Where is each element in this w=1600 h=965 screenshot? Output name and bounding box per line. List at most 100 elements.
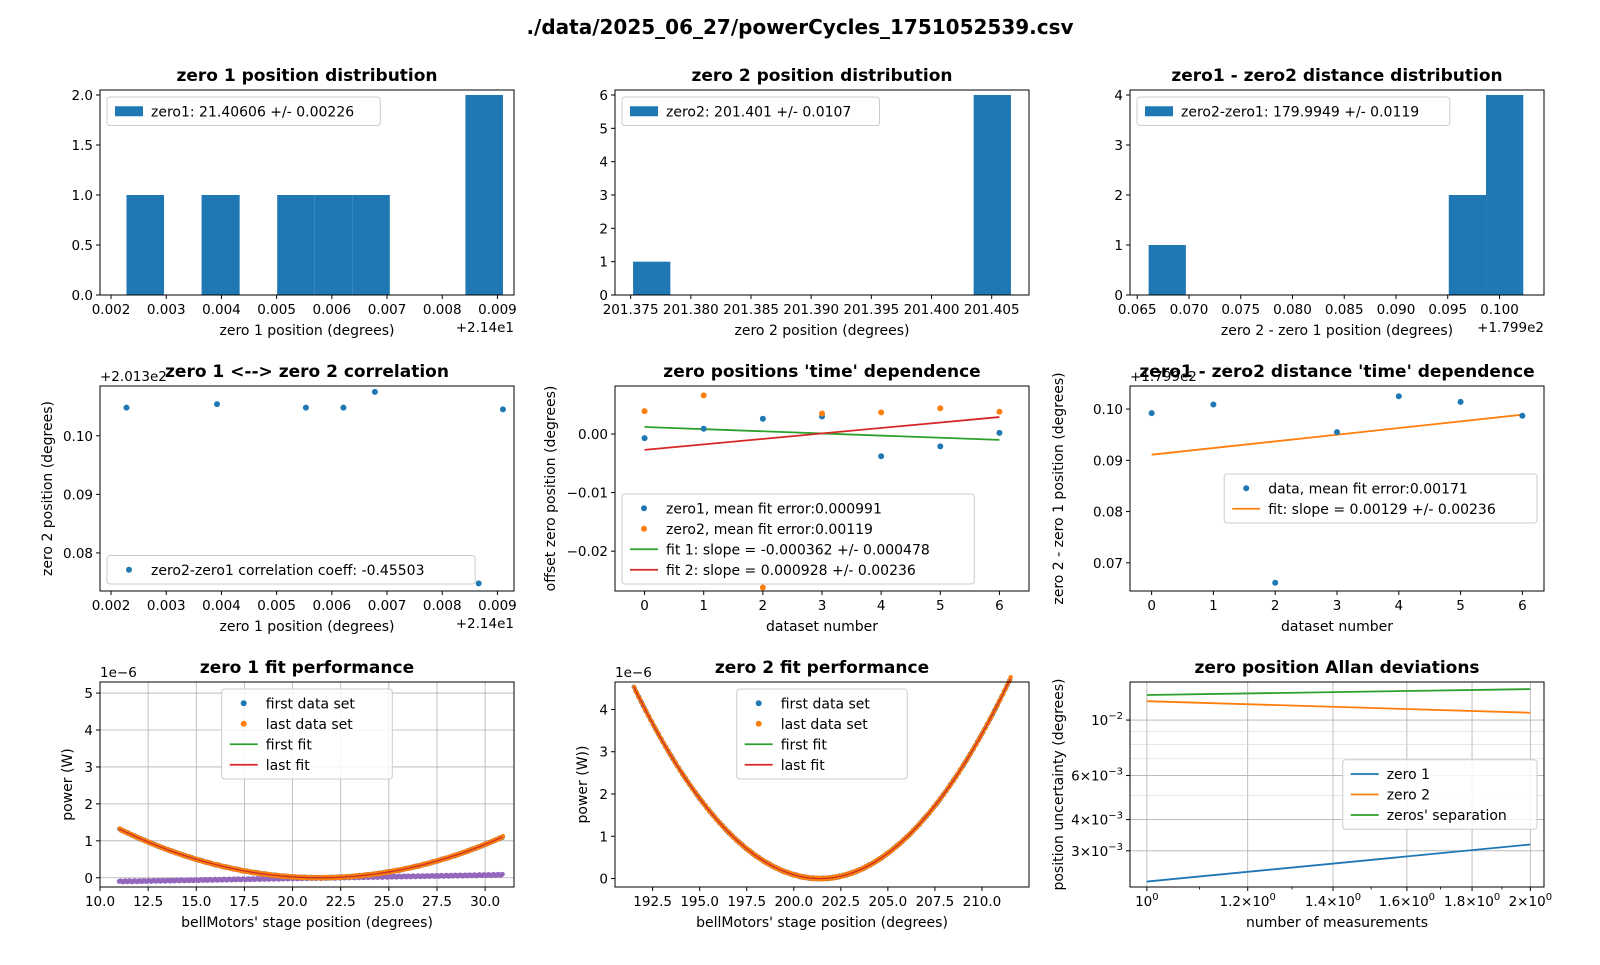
data-point <box>700 392 707 399</box>
y-tick-label: 0.09 <box>63 487 93 503</box>
axes-frame <box>99 385 515 592</box>
legend-box <box>736 688 908 780</box>
y-tick-label: −0.02 <box>567 544 608 560</box>
x-tick-label: 10.0 <box>85 894 115 910</box>
legend-label: first data set <box>266 696 356 712</box>
x-tick-label: 2 <box>1271 598 1280 614</box>
legend-marker <box>755 720 762 727</box>
data-point <box>1272 579 1279 586</box>
x-tick-label: 0 <box>640 598 649 614</box>
subplot-p2: 201.375 201.380 201.385 201.390 201.395 201.4… <box>599 66 1030 339</box>
hist-bar <box>465 95 503 295</box>
legend-box <box>1136 96 1451 126</box>
y-tick-label: −0.01 <box>567 486 608 502</box>
y-tick-label: 3 <box>1114 138 1123 154</box>
x-tick-label: 1 <box>1209 598 1218 614</box>
y-tick-label: 4 <box>599 155 608 171</box>
data-point <box>499 406 506 413</box>
x-axis-label: dataset number <box>1281 619 1393 635</box>
series-line <box>1146 843 1531 883</box>
data-point <box>996 429 1003 436</box>
legend-label: last data set <box>266 717 354 733</box>
y-tick-label: 4 <box>599 702 608 718</box>
y-axis-label: power (W)) <box>575 746 591 824</box>
y-tick-label: 0.08 <box>63 546 93 562</box>
x-tick-label: 15.0 <box>181 894 211 910</box>
data-point <box>1148 410 1155 417</box>
x-tick-label: 0.003 <box>147 302 186 318</box>
y-tick-label: 2 <box>599 787 608 803</box>
x-tick-label: 202.5 <box>821 894 860 910</box>
data-point <box>371 388 378 395</box>
data-point <box>878 453 885 460</box>
x-tick-label: 4 <box>877 598 886 614</box>
legend-marker <box>126 566 132 573</box>
y-offset-label: +1.799e2 <box>1130 369 1197 385</box>
legend-label: zero2-zero1 correlation coeff: -0.45503 <box>151 563 424 579</box>
x-tick-label: 0.009 <box>478 302 517 318</box>
y-tick-label: 0.08 <box>1093 505 1123 521</box>
y-axis-label: zero 2 position (degrees) <box>40 401 56 576</box>
data-point <box>878 409 885 416</box>
x-tick-label: 1.6×100 <box>1379 892 1435 910</box>
y-tick-label: 0.0 <box>72 288 93 304</box>
legend-label: zero2-zero1: 179.9949 +/- 0.0119 <box>1181 104 1419 120</box>
series-line <box>1146 700 1531 714</box>
x-tick-label: 4 <box>1394 598 1403 614</box>
legend-label: zero 1 <box>1387 767 1430 783</box>
x-tick-label: 2 <box>759 598 768 614</box>
legend-marker <box>240 720 247 727</box>
y-tick-label: 5 <box>84 686 93 702</box>
subplot-title: zero1 - zero2 distance 'time' dependence <box>1139 362 1534 382</box>
x-tick-label: 201.380 <box>663 302 719 318</box>
y-tick-label: 3 <box>599 745 608 761</box>
x-tick-label: 1 <box>699 598 708 614</box>
y-tick-label: 0.10 <box>1093 402 1123 418</box>
legend-label: zeros' separation <box>1387 808 1507 824</box>
subplot-title: zero1 - zero2 distance distribution <box>1171 66 1502 86</box>
legend-label: zero1, mean fit error:0.000991 <box>666 501 882 517</box>
legend-marker <box>755 700 762 707</box>
x-tick-label: 201.405 <box>964 302 1020 318</box>
axes-frame <box>99 681 515 888</box>
x-tick-label: 201.385 <box>723 302 779 318</box>
subplot-title: zero 2 position distribution <box>691 66 952 86</box>
x-tick-label: 27.5 <box>422 894 452 910</box>
x-axis-label: bellMotors' stage position (degrees) <box>696 915 948 931</box>
y-tick-label: 1.0 <box>72 188 93 204</box>
x-tick-label: 17.5 <box>229 894 259 910</box>
y-tick-label: 0.5 <box>72 238 93 254</box>
y-tick-label: 1 <box>84 834 93 850</box>
subplot-title: zero positions 'time' dependence <box>663 362 980 382</box>
x-tick-label: 192.5 <box>633 894 672 910</box>
y-tick-label: 2 <box>599 221 608 237</box>
x-tick-label: 201.395 <box>843 302 899 318</box>
x-tick-label: 0.085 <box>1325 302 1364 318</box>
y-offset-label: +2.013e2 <box>100 369 167 385</box>
y-tick-label: 0.09 <box>1093 453 1123 469</box>
legend-label: data, mean fit error:0.00171 <box>1268 481 1468 497</box>
x-tick-label: 0.095 <box>1428 302 1467 318</box>
x-tick-label: 20.0 <box>278 894 308 910</box>
hist-bar <box>352 195 390 295</box>
subplot-title: zero 2 fit performance <box>715 658 929 678</box>
legend-marker <box>641 525 647 532</box>
y-tick-label: 0.10 <box>63 429 93 445</box>
subplot-title: zero 1 position distribution <box>176 66 437 86</box>
x-tick-label: 2×100 <box>1509 892 1552 910</box>
y-tick-label: 0 <box>84 871 93 887</box>
y-tick-label: 2.0 <box>72 88 93 104</box>
data-point <box>1519 412 1526 419</box>
subplot-title: zero 1 <--> zero 2 correlation <box>165 362 449 382</box>
x-tick-label: 1.2×100 <box>1220 892 1276 910</box>
y-tick-label: 0 <box>599 288 608 304</box>
legend-marker <box>1243 485 1250 492</box>
x-tick-label: 0.080 <box>1273 302 1312 318</box>
data-point <box>700 425 707 432</box>
subplot-title: zero position Allan deviations <box>1194 658 1479 678</box>
hist-bar <box>277 195 315 295</box>
axes-frame <box>1129 681 1545 888</box>
hist-bar <box>201 195 240 295</box>
x-offset-label: +1.799e2 <box>1477 320 1544 336</box>
